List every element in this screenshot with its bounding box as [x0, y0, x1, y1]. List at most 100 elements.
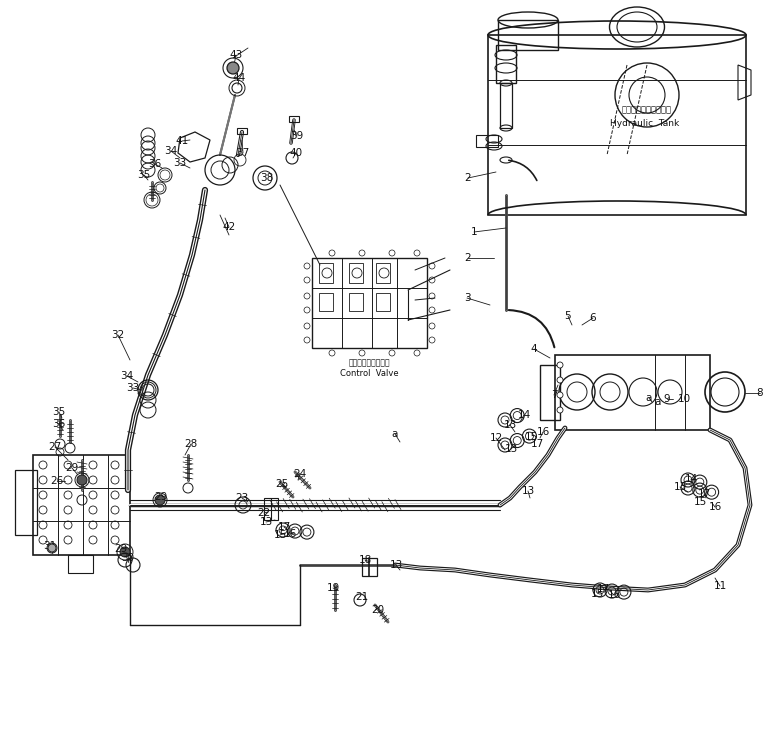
Text: 29: 29 [65, 463, 78, 473]
Bar [362, 558, 377, 576]
Text: 40: 40 [289, 148, 303, 158]
Circle shape [557, 362, 563, 368]
Bar [540, 365, 560, 420]
Text: 36: 36 [148, 159, 162, 169]
Bar [312, 258, 427, 348]
Text: 19: 19 [326, 583, 339, 593]
Bar [289, 116, 299, 122]
Text: 27: 27 [49, 442, 62, 452]
Text: 4: 4 [531, 344, 537, 354]
Text: 33: 33 [126, 383, 140, 393]
Bar [376, 293, 390, 311]
Text: 13: 13 [503, 420, 517, 430]
Text: 34: 34 [121, 371, 133, 381]
Text: 13: 13 [390, 560, 403, 570]
Text: 34: 34 [165, 146, 178, 156]
Bar [264, 498, 278, 520]
Text: 29: 29 [114, 544, 128, 554]
Bar [33, 455, 130, 555]
Text: 13: 13 [673, 482, 687, 492]
Text: 17: 17 [597, 584, 610, 594]
Text: 15: 15 [524, 432, 538, 442]
Circle shape [557, 377, 563, 383]
Bar [476, 135, 498, 147]
Text: 12: 12 [489, 433, 503, 443]
Text: 15: 15 [590, 589, 604, 599]
Bar [376, 263, 390, 283]
Bar [349, 263, 363, 283]
Text: 17: 17 [698, 489, 710, 499]
Text: 15: 15 [693, 497, 706, 507]
Circle shape [155, 495, 165, 505]
Text: 16: 16 [608, 590, 621, 600]
Bar [349, 293, 363, 311]
Text: 16: 16 [709, 502, 721, 512]
Circle shape [120, 547, 130, 557]
Text: 25: 25 [275, 479, 289, 489]
Bar [555, 355, 710, 430]
Text: 2: 2 [465, 253, 471, 263]
Text: 22: 22 [257, 508, 270, 518]
Text: 42: 42 [223, 222, 236, 232]
Text: 13: 13 [260, 517, 273, 527]
Text: 14: 14 [517, 410, 531, 420]
Text: 35: 35 [137, 170, 151, 180]
Text: 43: 43 [230, 50, 242, 60]
Text: 13: 13 [521, 486, 535, 496]
Bar [237, 128, 247, 134]
Text: a: a [655, 397, 661, 407]
Text: 39: 39 [290, 131, 303, 141]
Text: 31: 31 [43, 541, 56, 551]
Circle shape [227, 62, 239, 74]
Bar [488, 35, 746, 215]
Text: 20: 20 [372, 605, 385, 615]
Text: 38: 38 [260, 173, 274, 183]
Text: 23: 23 [235, 493, 249, 503]
Text: 28: 28 [184, 439, 198, 449]
Bar [68, 555, 93, 573]
Text: 14: 14 [684, 474, 698, 484]
Text: 32: 32 [111, 330, 125, 340]
Circle shape [557, 392, 563, 398]
Text: 17: 17 [278, 522, 291, 532]
Text: コントロールバルブ: コントロールバルブ [348, 359, 390, 368]
Bar [319, 293, 333, 311]
Text: 35: 35 [53, 407, 66, 417]
Bar [500, 83, 512, 128]
Text: 16: 16 [536, 427, 550, 437]
Text: 21: 21 [355, 592, 368, 602]
Bar [496, 45, 516, 83]
Text: 8: 8 [757, 388, 764, 398]
Text: 41: 41 [176, 136, 189, 146]
Text: a: a [392, 429, 398, 439]
Text: 13: 13 [504, 444, 517, 454]
Text: 7: 7 [550, 390, 557, 400]
Text: a: a [646, 393, 652, 403]
Text: 24: 24 [293, 469, 307, 479]
Circle shape [557, 407, 563, 413]
Text: 3: 3 [463, 293, 470, 303]
Bar [498, 20, 558, 50]
Text: 15: 15 [274, 530, 287, 540]
Text: 29: 29 [154, 492, 168, 502]
Bar [319, 263, 333, 283]
Text: 26: 26 [50, 476, 64, 486]
Circle shape [48, 544, 56, 552]
Text: 11: 11 [713, 581, 727, 591]
Text: 1: 1 [470, 227, 477, 237]
Text: 6: 6 [590, 313, 597, 323]
Text: 33: 33 [173, 158, 187, 168]
Bar [15, 470, 37, 535]
Text: 17: 17 [530, 439, 543, 449]
Circle shape [77, 475, 87, 485]
Text: 16: 16 [283, 529, 296, 539]
Text: 30: 30 [122, 553, 135, 563]
Text: Control  Valve: Control Valve [339, 369, 398, 378]
Text: 9: 9 [664, 394, 670, 404]
Text: 18: 18 [358, 555, 372, 565]
Text: 36: 36 [53, 419, 66, 429]
Text: 37: 37 [236, 148, 249, 158]
Text: 2: 2 [465, 173, 471, 183]
Text: 5: 5 [564, 311, 572, 321]
Text: 10: 10 [677, 394, 691, 404]
